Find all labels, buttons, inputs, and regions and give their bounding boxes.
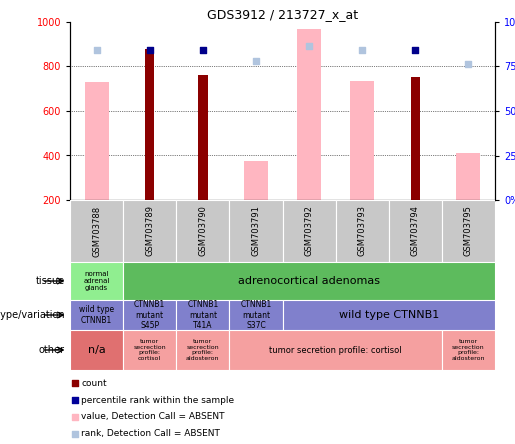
Bar	[123, 300, 176, 330]
Title: GDS3912 / 213727_x_at: GDS3912 / 213727_x_at	[207, 8, 358, 21]
Point	[71, 413, 79, 420]
Point	[71, 380, 79, 387]
Text: rank, Detection Call = ABSENT: rank, Detection Call = ABSENT	[81, 429, 220, 438]
Bar	[70, 200, 123, 262]
Bar	[297, 29, 321, 200]
Bar	[176, 300, 229, 330]
Bar	[410, 76, 420, 200]
Text: GSM703790: GSM703790	[198, 206, 208, 257]
Bar	[176, 330, 229, 370]
Text: GSM703791: GSM703791	[251, 206, 261, 257]
Bar	[350, 81, 374, 200]
Text: tumor secretion profile: cortisol: tumor secretion profile: cortisol	[269, 345, 402, 354]
Text: other: other	[39, 345, 65, 355]
Text: count: count	[81, 379, 107, 388]
Point	[199, 47, 207, 54]
Point	[411, 46, 419, 53]
Bar	[283, 300, 495, 330]
Bar	[442, 330, 495, 370]
Text: percentile rank within the sample: percentile rank within the sample	[81, 396, 234, 404]
Text: genotype/variation: genotype/variation	[0, 310, 65, 320]
Text: adrenocortical adenomas: adrenocortical adenomas	[238, 276, 380, 286]
Text: GSM703789: GSM703789	[145, 206, 154, 257]
Point	[252, 58, 260, 65]
Bar	[176, 200, 229, 262]
Point	[146, 47, 154, 54]
Text: tumor
secrection
profile:
aldosteron: tumor secrection profile: aldosteron	[452, 339, 485, 361]
Bar	[145, 49, 154, 200]
Text: GSM703793: GSM703793	[358, 206, 367, 257]
Bar	[70, 262, 123, 300]
Text: normal
adrenal
glands: normal adrenal glands	[83, 271, 110, 291]
Text: GSM703794: GSM703794	[411, 206, 420, 257]
Text: GSM703795: GSM703795	[464, 206, 473, 257]
Bar	[283, 200, 336, 262]
Point	[71, 430, 79, 437]
Bar	[336, 200, 389, 262]
Bar	[229, 200, 283, 262]
Bar	[123, 330, 176, 370]
Bar	[123, 200, 176, 262]
Point	[71, 396, 79, 404]
Point	[305, 43, 313, 50]
Text: CTNNB1
mutant
S45P: CTNNB1 mutant S45P	[134, 300, 165, 330]
Text: n/a: n/a	[88, 345, 106, 355]
Text: tumor
secrection
profile:
aldosteron: tumor secrection profile: aldosteron	[186, 339, 219, 361]
Text: wild type
CTNNB1: wild type CTNNB1	[79, 305, 114, 325]
Text: CTNNB1
mutant
T41A: CTNNB1 mutant T41A	[187, 300, 218, 330]
Text: GSM703792: GSM703792	[304, 206, 314, 257]
Bar	[229, 330, 442, 370]
Text: tissue: tissue	[36, 276, 65, 286]
Bar	[456, 153, 480, 200]
Point	[93, 47, 101, 54]
Bar	[229, 300, 283, 330]
Text: tumor
secrection
profile:
cortisol: tumor secrection profile: cortisol	[133, 339, 166, 361]
Bar	[84, 82, 109, 200]
Bar	[123, 262, 495, 300]
Text: value, Detection Call = ABSENT: value, Detection Call = ABSENT	[81, 412, 225, 421]
Bar	[244, 161, 268, 200]
Text: wild type CTNNB1: wild type CTNNB1	[339, 310, 439, 320]
Text: CTNNB1
mutant
S37C: CTNNB1 mutant S37C	[241, 300, 271, 330]
Text: GSM703788: GSM703788	[92, 206, 101, 257]
Bar	[70, 330, 123, 370]
Bar	[442, 200, 495, 262]
Bar	[389, 200, 442, 262]
Point	[358, 47, 366, 54]
Bar	[198, 75, 208, 200]
Point	[465, 60, 473, 67]
Bar	[70, 300, 123, 330]
